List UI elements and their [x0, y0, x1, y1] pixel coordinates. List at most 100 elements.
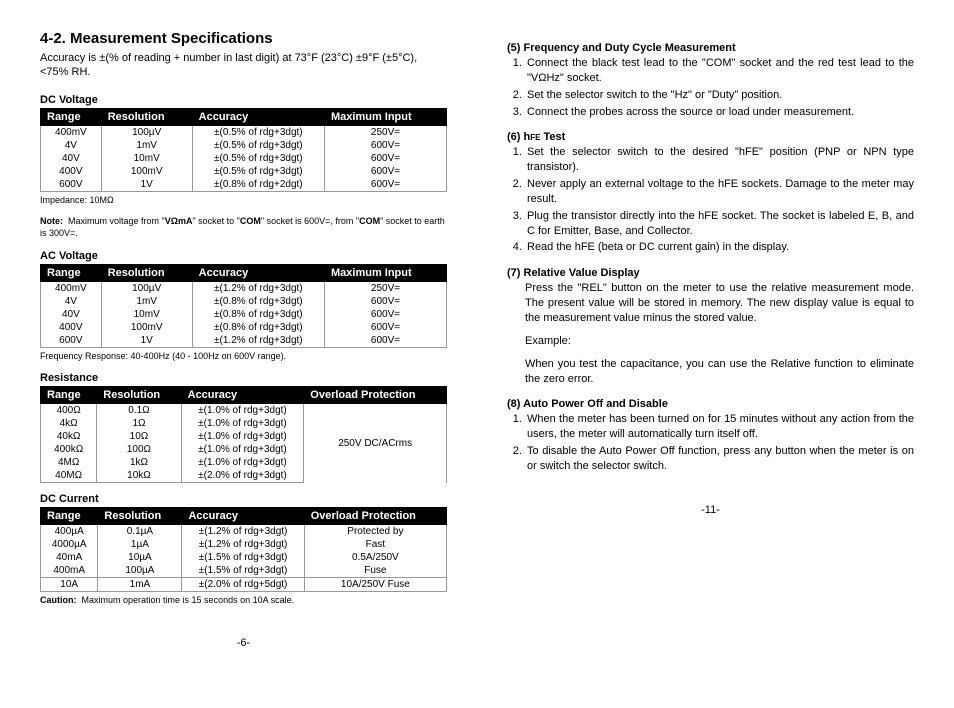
s5-list: Connect the black test lead to the "COM"…: [507, 56, 914, 119]
table-cell: ±(1.2% of rdg+3dgt): [192, 334, 324, 348]
table-cell: 100mV: [101, 165, 192, 178]
res-h2: Accuracy: [181, 387, 304, 404]
table-cell: 10A: [41, 578, 98, 592]
s7-p2: Example:: [525, 334, 914, 349]
table-cell: ±(1.5% of rdg+3dgt): [182, 564, 304, 578]
s6-list: Set the selector switch to the desired "…: [507, 145, 914, 255]
res-table: Range Resolution Accuracy Overload Prote…: [40, 386, 447, 483]
table-cell: 10mV: [101, 308, 192, 321]
acv-table: Range Resolution Accuracy Maximum Input …: [40, 264, 447, 348]
dcv-h3: Maximum Input: [324, 108, 446, 125]
table-cell: 600V: [41, 334, 102, 348]
table-cell: 4MΩ: [41, 456, 97, 469]
table-cell: ±(0.5% of rdg+3dgt): [192, 165, 324, 178]
table-cell: 10µA: [98, 551, 182, 564]
table-cell: 10kΩ: [97, 469, 181, 483]
table-cell: 250V=: [324, 281, 446, 295]
table-cell: 4V: [41, 295, 102, 308]
table-cell: Fast: [304, 538, 446, 551]
table-cell: 4000µA: [41, 538, 98, 551]
table-cell: ±(1.5% of rdg+3dgt): [182, 551, 304, 564]
table-cell: 600V=: [324, 308, 446, 321]
list-item: Set the selector switch to the "Hz" or "…: [525, 88, 914, 103]
page-title: 4-2. Measurement Specifications: [40, 30, 447, 47]
acv-heading: AC Voltage: [40, 250, 447, 262]
table-cell: ±(2.0% of rdg+5dgt): [182, 578, 304, 592]
acv-h0: Range: [41, 264, 102, 281]
dcv-h0: Range: [41, 108, 102, 125]
s5-title: (5) Frequency and Duty Cycle Measurement: [507, 42, 914, 54]
table-cell: 1kΩ: [97, 456, 181, 469]
table-cell: 4V: [41, 139, 102, 152]
document-spread: 4-2. Measurement Specifications Accuracy…: [40, 30, 914, 649]
dcv-impedance: Impedance: 10MΩ: [40, 195, 447, 207]
table-cell: 250V DC/ACrms: [304, 404, 447, 483]
list-item: Never apply an external voltage to the h…: [525, 177, 914, 207]
table-cell: ±(0.8% of rdg+3dgt): [192, 321, 324, 334]
table-cell: ±(1.2% of rdg+3dgt): [182, 538, 304, 551]
table-cell: ±(0.8% of rdg+2dgt): [192, 178, 324, 192]
table-cell: 100µV: [101, 281, 192, 295]
list-item: Connect the black test lead to the "COM"…: [525, 56, 914, 86]
dcc-caption: Caution: Maximum operation time is 15 se…: [40, 595, 447, 607]
table-cell: 1mV: [101, 295, 192, 308]
intro-text: Accuracy is ±(% of reading + number in l…: [40, 51, 447, 80]
list-item: Connect the probes across the source or …: [525, 105, 914, 120]
res-h1: Resolution: [97, 387, 181, 404]
table-cell: 10mV: [101, 152, 192, 165]
list-item: Read the hFE (beta or DC current gain) i…: [525, 240, 914, 255]
s6-title: (6) hFE Test: [507, 131, 914, 143]
table-cell: 400Ω: [41, 404, 97, 418]
res-h3: Overload Protection: [304, 387, 447, 404]
table-cell: 600V=: [324, 334, 446, 348]
dcc-h2: Accuracy: [182, 508, 304, 525]
table-cell: 40kΩ: [41, 430, 97, 443]
dcv-heading: DC Voltage: [40, 94, 447, 106]
s8-list: When the meter has been turned on for 15…: [507, 412, 914, 473]
table-cell: ±(1.2% of rdg+3dgt): [182, 525, 304, 539]
table-cell: 10A/250V Fuse: [304, 578, 446, 592]
table-cell: 400µA: [41, 525, 98, 539]
list-item: To disable the Auto Power Off function, …: [525, 444, 914, 474]
table-cell: 400mV: [41, 281, 102, 295]
table-cell: 40MΩ: [41, 469, 97, 483]
table-cell: 100Ω: [97, 443, 181, 456]
table-cell: 1Ω: [97, 417, 181, 430]
dcc-h3: Overload Protection: [304, 508, 446, 525]
table-cell: ±(1.2% of rdg+3dgt): [192, 281, 324, 295]
table-cell: 40V: [41, 308, 102, 321]
page-number-left: -6-: [40, 637, 447, 649]
acv-h3: Maximum Input: [324, 264, 446, 281]
dcc-h1: Resolution: [98, 508, 182, 525]
list-item: Plug the transistor directly into the hF…: [525, 209, 914, 239]
table-cell: 100µV: [101, 125, 192, 139]
table-cell: 600V=: [324, 321, 446, 334]
table-cell: 600V=: [324, 152, 446, 165]
page-right: (5) Frequency and Duty Cycle Measurement…: [507, 30, 914, 649]
table-cell: 0.5A/250V: [304, 551, 446, 564]
dcv-table: Range Resolution Accuracy Maximum Input …: [40, 108, 447, 192]
table-cell: ±(1.0% of rdg+3dgt): [181, 456, 304, 469]
table-cell: ±(0.5% of rdg+3dgt): [192, 125, 324, 139]
table-cell: ±(0.5% of rdg+3dgt): [192, 152, 324, 165]
table-cell: 0.1Ω: [97, 404, 181, 418]
page-number-right: -11-: [507, 504, 914, 516]
table-cell: 4kΩ: [41, 417, 97, 430]
table-cell: 100µA: [98, 564, 182, 578]
table-cell: 600V=: [324, 178, 446, 192]
table-cell: 400kΩ: [41, 443, 97, 456]
res-heading: Resistance: [40, 372, 447, 384]
table-cell: ±(2.0% of rdg+3dgt): [181, 469, 304, 483]
list-item: When the meter has been turned on for 15…: [525, 412, 914, 442]
table-cell: ±(0.8% of rdg+3dgt): [192, 308, 324, 321]
s7-title: (7) Relative Value Display: [507, 267, 914, 279]
table-cell: 600V=: [324, 165, 446, 178]
table-cell: 1mA: [98, 578, 182, 592]
table-cell: 400V: [41, 321, 102, 334]
s7-p1: Press the "REL" button on the meter to u…: [525, 281, 914, 326]
res-h0: Range: [41, 387, 97, 404]
table-cell: ±(1.0% of rdg+3dgt): [181, 417, 304, 430]
table-cell: ±(0.8% of rdg+3dgt): [192, 295, 324, 308]
list-item: Set the selector switch to the desired "…: [525, 145, 914, 175]
acv-caption: Frequency Response: 40-400Hz (40 - 100Hz…: [40, 351, 447, 363]
